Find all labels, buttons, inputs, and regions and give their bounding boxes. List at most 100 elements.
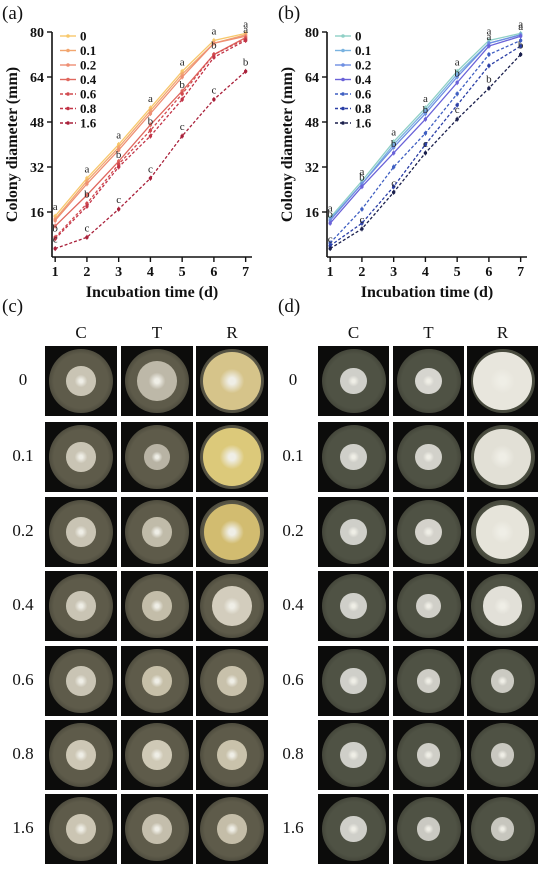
row-label: 0.6 bbox=[12, 670, 34, 689]
data-point bbox=[391, 145, 396, 150]
significance-letter: c bbox=[148, 163, 153, 175]
petri-dish-photo bbox=[318, 720, 389, 790]
column-header-R: R bbox=[496, 323, 509, 342]
legend-marker bbox=[341, 121, 345, 125]
data-point bbox=[360, 184, 364, 189]
legend-marker bbox=[341, 63, 345, 67]
data-point bbox=[148, 176, 153, 180]
data-point bbox=[148, 123, 153, 127]
data-point bbox=[180, 92, 184, 96]
row-label: 0.1 bbox=[282, 446, 304, 465]
x-axis-label: Incubation time (d) bbox=[361, 284, 493, 301]
data-point bbox=[328, 246, 332, 251]
data-point bbox=[391, 184, 396, 189]
petri-dish-photo bbox=[121, 497, 193, 567]
fungal-colony bbox=[416, 593, 441, 619]
data-point bbox=[518, 44, 523, 48]
x-tick-label: 1 bbox=[327, 265, 334, 280]
data-point bbox=[53, 237, 57, 241]
legend-label: 0.1 bbox=[80, 43, 96, 58]
fungal-colony bbox=[66, 591, 96, 621]
data-point bbox=[360, 207, 364, 211]
x-tick-label: 3 bbox=[390, 265, 397, 280]
petri-dish-photo bbox=[196, 794, 268, 864]
data-point bbox=[180, 89, 184, 93]
fungal-colony bbox=[416, 743, 440, 767]
data-point bbox=[455, 75, 459, 79]
significance-letter: a bbox=[180, 56, 185, 68]
significance-letter: c bbox=[328, 234, 333, 246]
petri-dish-photo bbox=[318, 646, 389, 716]
data-point bbox=[328, 241, 332, 245]
fungal-colony bbox=[340, 741, 367, 769]
row-label: 0.2 bbox=[282, 521, 304, 540]
legend-label: 0.6 bbox=[80, 87, 97, 102]
significance-letter: c bbox=[391, 177, 396, 189]
petri-dish-photo bbox=[45, 720, 117, 790]
data-point bbox=[85, 179, 89, 183]
x-tick-label: 5 bbox=[454, 265, 461, 280]
legend-marker bbox=[66, 106, 70, 111]
significance-letter: a bbox=[455, 56, 460, 68]
data-point bbox=[212, 38, 216, 43]
fungal-colony bbox=[217, 814, 247, 844]
petri-dish-photo bbox=[121, 646, 193, 716]
significance-letter: b bbox=[148, 115, 154, 127]
data-point bbox=[180, 69, 184, 74]
fungal-colony bbox=[474, 428, 531, 486]
data-point bbox=[518, 52, 523, 57]
x-tick-label: 5 bbox=[179, 265, 186, 280]
y-tick-label: 16 bbox=[305, 206, 319, 221]
petri-dish-photo bbox=[121, 422, 193, 492]
fungal-colony bbox=[482, 586, 523, 626]
petri-dish-photo bbox=[45, 571, 117, 641]
significance-letter: c bbox=[180, 121, 185, 133]
y-tick-label: 80 bbox=[30, 26, 44, 41]
petri-dish-photo bbox=[318, 422, 389, 492]
x-axis-label: Incubation time (d) bbox=[86, 284, 218, 301]
data-point bbox=[85, 235, 89, 240]
petri-dish-photo bbox=[196, 346, 268, 416]
row-label: 0.8 bbox=[282, 744, 304, 763]
significance-letter: a bbox=[148, 93, 153, 105]
fungal-colony bbox=[66, 366, 96, 396]
data-point bbox=[53, 246, 57, 251]
data-point bbox=[455, 72, 459, 76]
fungal-colony bbox=[212, 586, 252, 626]
data-point bbox=[116, 159, 121, 164]
data-point bbox=[391, 165, 396, 169]
data-point bbox=[455, 117, 459, 121]
data-point bbox=[360, 227, 364, 231]
significance-letter: b bbox=[179, 79, 185, 91]
row-label: 1.6 bbox=[12, 818, 34, 837]
significance-letter: a bbox=[116, 130, 121, 142]
petri-dish-photo bbox=[318, 497, 389, 567]
significance-letter: c bbox=[423, 138, 428, 150]
significance-letter: c bbox=[53, 234, 58, 246]
data-point bbox=[180, 75, 184, 79]
fungal-colony bbox=[142, 666, 172, 696]
data-point bbox=[391, 142, 396, 147]
petri-dish-photo bbox=[121, 571, 193, 641]
data-point bbox=[455, 103, 459, 107]
data-point bbox=[487, 64, 491, 68]
legend-label: 0.2 bbox=[80, 58, 96, 73]
row-label: 0 bbox=[288, 370, 298, 389]
fungal-colony bbox=[66, 442, 96, 472]
petri-dish-photo bbox=[467, 720, 538, 790]
petri-dish-photo bbox=[467, 346, 538, 416]
fungal-colony bbox=[137, 361, 177, 401]
petri-dish-photo bbox=[393, 422, 464, 492]
chart-a: 16 32 48 64 80 1 2 3 4 5 6 7 Incubation time (d) Colo… bbox=[4, 18, 252, 301]
significance-letter: c bbox=[116, 194, 121, 206]
x-tick-label: 7 bbox=[517, 265, 524, 280]
x-tick-label: 2 bbox=[83, 265, 90, 280]
significance-letter: a bbox=[211, 25, 216, 37]
data-point bbox=[243, 69, 248, 74]
fungal-colony bbox=[66, 666, 96, 696]
fungal-colony bbox=[473, 351, 532, 411]
petri-dish-photo bbox=[393, 346, 464, 416]
row-label: 0.2 bbox=[12, 521, 34, 540]
significance-letter: b bbox=[391, 138, 397, 150]
significance-letter: a bbox=[486, 25, 491, 37]
